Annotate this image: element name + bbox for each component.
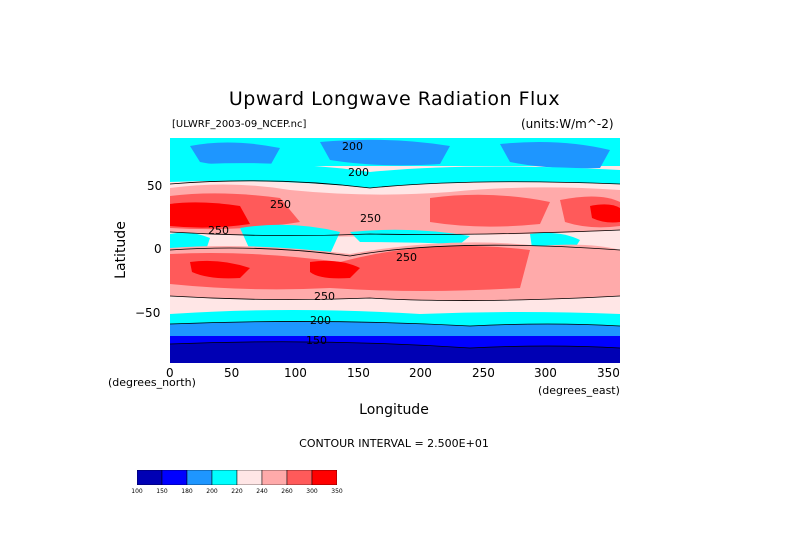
contour-line [170,295,620,301]
colorbar-swatch [211,470,238,485]
x-tick-label: 300 [534,366,557,380]
contour-line [170,180,620,189]
y-tick-label: 50 [147,179,163,193]
colorbar-level-label: 220 [231,488,243,495]
colorbar-swatch [161,470,188,485]
blob-north-3 [500,142,610,169]
contour-line [170,321,620,327]
band-south-lightblue [170,321,620,340]
blob-red-pacific-n [430,194,550,227]
y-tick-label: −50 [135,306,161,320]
blob-darkred-atlantic-n [590,204,620,223]
x-tick-label: 50 [224,366,240,380]
x-tick-label: 250 [472,366,495,380]
blob-north-1 [190,142,280,167]
contour-line [170,341,620,349]
colorbar [137,470,337,485]
band-antarctic-darkblue [170,341,620,363]
blob-north-2 [320,139,450,166]
x-tick-label: 350 [597,366,620,380]
colorbar-swatch [137,470,163,485]
contour-label: 200 [342,140,363,153]
units-label: (units:W/m^-2) [521,117,614,131]
blob-darkred-south-1 [190,260,250,279]
contour-label: 200 [348,166,369,179]
contour-label: 250 [314,290,335,303]
colorbar-level-label: 150 [156,488,168,495]
x-axis-unit-note: (degrees_north) [108,376,196,389]
colorbar-level-label: 180 [181,488,193,495]
contour-line [170,244,620,257]
x-tick-label: 0 [166,366,174,380]
contour-label: 200 [310,314,331,327]
x-tick-label: 150 [347,366,370,380]
y-tick-label: 0 [154,242,162,256]
x-tick-label: 100 [284,366,307,380]
colorbar-level-label: 100 [131,488,143,495]
colorbar-swatch [286,470,313,485]
blob-cyan-itcz [350,229,470,244]
colorbar-level-label: 200 [206,488,218,495]
y-axis-unit-note: (degrees_east) [538,384,620,397]
x-axis-label: Longitude [359,402,429,418]
chart-title: Upward Longwave Radiation Flux [228,88,561,110]
colorbar-swatch [236,470,263,485]
file-label: [ULWRF_2003-09_NCEP.nc] [172,119,307,130]
contour-interval: CONTOUR INTERVAL = 2.500E+01 [299,437,489,450]
band-north-cyan [170,163,620,188]
contour-label: 250 [396,251,417,264]
colorbar-level-label: 300 [306,488,318,495]
colorbar-level-label: 260 [281,488,293,495]
contour-label: 250 [360,212,381,225]
blob-darkred-sahara [170,202,250,228]
contour-label: 250 [208,224,229,237]
heatmap-field: 200 200 250 250 250 250 250 200 150 [170,138,620,363]
contour-line [170,229,620,236]
contour-label: 250 [270,198,291,211]
plot-area: 200 200 250 250 250 250 250 200 150 [170,138,620,363]
colorbar-level-label: 240 [256,488,268,495]
colorbar-level-label: 350 [331,488,343,495]
contour-label: 150 [306,334,327,347]
colorbar-swatch [261,470,288,485]
blob-darkred-south-2 [310,260,360,279]
colorbar-swatch [186,470,213,485]
x-tick-label: 200 [409,366,432,380]
y-axis-label: Latitude [113,221,129,279]
colorbar-swatch [311,470,337,485]
